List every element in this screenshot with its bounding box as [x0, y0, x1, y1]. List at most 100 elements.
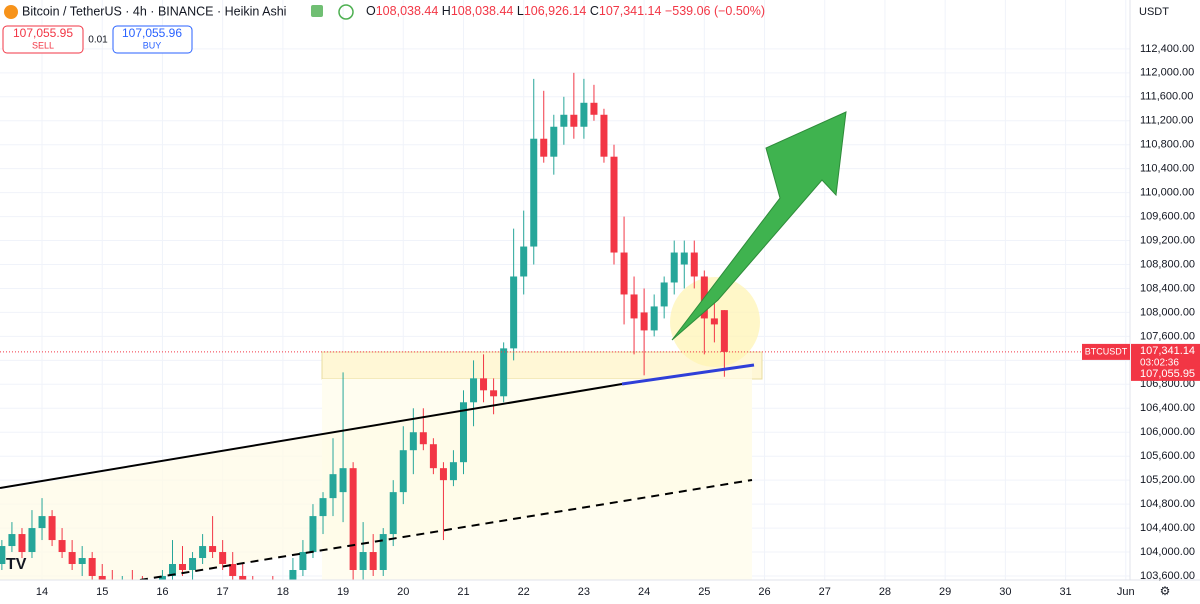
y-tick-label: 110,000.00 [1140, 187, 1194, 199]
buy-label: BUY [143, 40, 162, 50]
candle-body [570, 114, 578, 127]
x-tick-label: 23 [578, 586, 590, 598]
candle-body [520, 246, 528, 277]
time-axis [0, 580, 1130, 604]
y-tick-label: 106,000.00 [1140, 426, 1195, 438]
candle-body [490, 390, 498, 397]
x-tick-label: 30 [999, 586, 1011, 598]
x-tick-label: 31 [1059, 586, 1071, 598]
candle-body [620, 252, 628, 295]
candle-body [339, 468, 347, 493]
y-tick-label: 109,600.00 [1140, 211, 1195, 223]
x-tick-label: 15 [96, 586, 108, 598]
candle-body [429, 444, 437, 469]
sell-button[interactable] [2, 25, 84, 54]
candle-body [630, 294, 638, 319]
ohlc: O108,038.44 H108,038.44 L106,926.14 C107… [366, 4, 765, 18]
flag-icon[interactable] [311, 5, 323, 17]
ohlc-key: O [366, 4, 376, 18]
dashed-line [139, 479, 753, 581]
x-tick-label: 14 [36, 586, 48, 598]
y-tick-label: 108,800.00 [1140, 258, 1195, 270]
y-tick-label: 111,600.00 [1140, 91, 1193, 103]
x-tick-label: 26 [758, 586, 770, 598]
candle-body [600, 114, 608, 157]
candle-body [459, 402, 467, 463]
candle-body [369, 552, 377, 570]
currency-box[interactable] [1131, 0, 1200, 24]
x-tick-label: 28 [879, 586, 891, 598]
ohlc-value: 106,926.14 [524, 4, 587, 18]
symbol-tag [1082, 343, 1130, 360]
candle-body [610, 156, 618, 253]
ohlc-value: 108,038.44 [376, 4, 439, 18]
y-tick-label: 105,200.00 [1140, 474, 1195, 486]
y-tick-label: 108,400.00 [1140, 282, 1195, 294]
x-tick-label: 24 [638, 586, 650, 598]
candle-body [18, 534, 26, 553]
candle-body [209, 546, 217, 553]
buy-price: 107,055.96 [122, 26, 182, 40]
x-tick-label: 22 [518, 586, 530, 598]
y-tick-label: 105,600.00 [1140, 450, 1195, 462]
x-tick-label: 17 [217, 586, 229, 598]
candle-body [98, 575, 106, 582]
y-tick-label: 103,600.00 [1140, 570, 1195, 582]
ohlc-value: 107,341.14 [599, 4, 662, 18]
candle-body [530, 138, 538, 247]
x-tick-label: 16 [156, 586, 168, 598]
candle-body [0, 546, 6, 565]
y-tick-label: 107,600.00 [1140, 330, 1195, 342]
change: −539.06 (−0.50%) [665, 4, 765, 18]
currency: USDT [1139, 6, 1169, 18]
sell-label: SELL [32, 40, 54, 50]
y-tick-label: 110,400.00 [1140, 163, 1194, 175]
candle-body [168, 564, 176, 576]
support-line [621, 363, 755, 386]
y-tick-label: 109,200.00 [1140, 234, 1195, 246]
y-tick-label: 110,800.00 [1140, 139, 1194, 151]
candle-body [379, 534, 387, 570]
candle-body [349, 468, 357, 570]
candle-body [660, 282, 668, 307]
candle-body [690, 252, 698, 277]
symbol-tag-text: BTCUSDT [1085, 346, 1128, 356]
settings-icon[interactable]: ⚙ [1160, 584, 1171, 598]
candle-body [178, 564, 186, 570]
trend-line [0, 383, 623, 489]
arrow [671, 111, 847, 341]
last-price: 107,341.14 [1140, 345, 1195, 357]
candle-body [48, 516, 56, 541]
candle-body [580, 102, 588, 127]
candle-body [38, 516, 46, 529]
candle-body [309, 516, 317, 553]
candle-body [329, 474, 337, 499]
bid-tag [1131, 366, 1200, 381]
x-tick-label: 25 [698, 586, 710, 598]
candle-body [189, 558, 197, 570]
buy-button[interactable] [112, 25, 193, 54]
candle-body [409, 432, 417, 451]
candle-body [680, 252, 688, 265]
ohlc-key: C [590, 4, 599, 18]
candle-body [8, 534, 16, 547]
bid-price: 107,055.95 [1140, 368, 1195, 380]
y-tick-label: 111,200.00 [1140, 115, 1193, 127]
status-icon [338, 4, 354, 20]
x-tick-label: Jun [1117, 586, 1135, 598]
candle-body [480, 378, 488, 391]
candle-body [419, 432, 427, 445]
y-tick-label: 106,400.00 [1140, 402, 1195, 414]
candle-body [560, 114, 568, 127]
candle-body [78, 558, 86, 565]
y-tick-label: 104,000.00 [1140, 546, 1195, 558]
candle-body [389, 492, 397, 535]
candle-body [449, 462, 457, 481]
candle-body [319, 498, 327, 517]
countdown: 03:02:36 [1140, 358, 1179, 369]
candle-body [540, 138, 548, 157]
candle-body [510, 276, 518, 349]
ohlc-key: L [517, 4, 524, 18]
candle-body [650, 306, 658, 331]
candle-body [28, 528, 36, 553]
